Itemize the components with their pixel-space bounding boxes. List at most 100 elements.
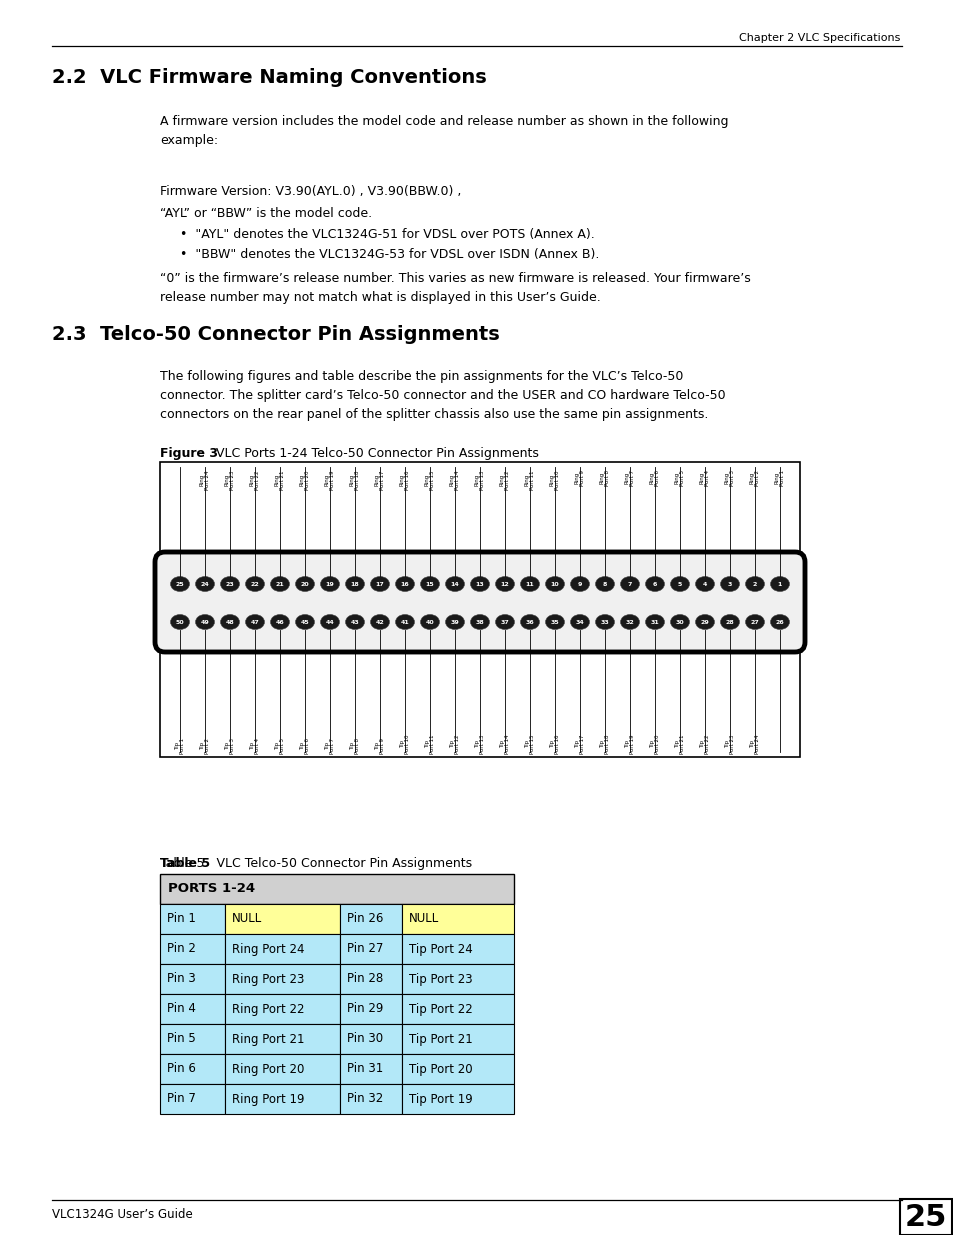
Text: Pin 32: Pin 32 bbox=[347, 1093, 383, 1105]
Ellipse shape bbox=[271, 577, 289, 592]
Text: Pin 1: Pin 1 bbox=[167, 913, 195, 925]
Bar bbox=[225, 904, 339, 934]
Bar bbox=[339, 1053, 401, 1084]
Ellipse shape bbox=[670, 615, 689, 630]
Text: Pin 28: Pin 28 bbox=[347, 972, 383, 986]
Text: 19: 19 bbox=[325, 582, 334, 587]
Ellipse shape bbox=[220, 615, 239, 630]
Bar bbox=[339, 965, 401, 994]
Ellipse shape bbox=[670, 577, 689, 592]
Text: Tip
Port 7: Tip Port 7 bbox=[324, 739, 335, 755]
Text: 7: 7 bbox=[627, 582, 632, 587]
Ellipse shape bbox=[645, 615, 664, 630]
Text: Ring
Port 16: Ring Port 16 bbox=[399, 471, 410, 489]
Ellipse shape bbox=[245, 577, 264, 592]
Text: Pin 26: Pin 26 bbox=[347, 913, 383, 925]
Text: Table 5   VLC Telco-50 Connector Pin Assignments: Table 5 VLC Telco-50 Connector Pin Assig… bbox=[160, 857, 472, 869]
Bar bbox=[339, 994, 401, 1024]
Ellipse shape bbox=[395, 615, 414, 630]
Bar bbox=[339, 904, 401, 934]
Text: Ring
Port 13: Ring Port 13 bbox=[474, 471, 485, 489]
Text: Tip Port 24: Tip Port 24 bbox=[409, 942, 473, 956]
Ellipse shape bbox=[645, 577, 664, 592]
Text: Ring
Port 5: Ring Port 5 bbox=[674, 471, 684, 487]
Text: 49: 49 bbox=[200, 620, 209, 625]
Ellipse shape bbox=[295, 577, 314, 592]
Text: “AYL” or “BBW” is the model code.: “AYL” or “BBW” is the model code. bbox=[160, 207, 372, 220]
Text: Ring
Port 21: Ring Port 21 bbox=[274, 471, 285, 489]
Text: 47: 47 bbox=[251, 620, 259, 625]
Ellipse shape bbox=[570, 577, 589, 592]
Text: Ring
Port 14: Ring Port 14 bbox=[449, 471, 460, 489]
Ellipse shape bbox=[770, 615, 789, 630]
Text: Ring
Port 1: Ring Port 1 bbox=[774, 471, 784, 487]
Bar bbox=[401, 1024, 514, 1053]
Text: Ring Port 24: Ring Port 24 bbox=[232, 942, 304, 956]
Text: VLC Ports 1-24 Telco-50 Connector Pin Assignments: VLC Ports 1-24 Telco-50 Connector Pin As… bbox=[204, 447, 538, 459]
Text: Ring
Port 9: Ring Port 9 bbox=[574, 471, 585, 487]
Text: Tip
Port 23: Tip Port 23 bbox=[724, 735, 735, 755]
Text: Ring
Port 19: Ring Port 19 bbox=[324, 471, 335, 489]
Bar bbox=[401, 1053, 514, 1084]
Text: Tip
Port 13: Tip Port 13 bbox=[474, 735, 485, 755]
Text: 43: 43 bbox=[351, 620, 359, 625]
Text: Ring Port 22: Ring Port 22 bbox=[232, 1003, 304, 1015]
Text: 44: 44 bbox=[325, 620, 334, 625]
Text: Pin 2: Pin 2 bbox=[167, 942, 195, 956]
Text: 2.3  Telco-50 Connector Pin Assignments: 2.3 Telco-50 Connector Pin Assignments bbox=[52, 325, 499, 345]
Ellipse shape bbox=[445, 577, 464, 592]
Bar bbox=[160, 965, 225, 994]
Text: Ring
Port 11: Ring Port 11 bbox=[524, 471, 535, 489]
Bar bbox=[339, 934, 401, 965]
Ellipse shape bbox=[744, 577, 763, 592]
Bar bbox=[160, 462, 800, 757]
Ellipse shape bbox=[345, 577, 364, 592]
Text: Ring Port 23: Ring Port 23 bbox=[232, 972, 304, 986]
Text: Figure 3: Figure 3 bbox=[160, 447, 218, 459]
Text: Pin 27: Pin 27 bbox=[347, 942, 383, 956]
Bar bbox=[160, 1024, 225, 1053]
Text: Ring
Port 20: Ring Port 20 bbox=[299, 471, 310, 489]
Text: Tip
Port 1: Tip Port 1 bbox=[174, 739, 185, 755]
Bar bbox=[401, 904, 514, 934]
Text: Firmware Version: V3.90(AYL.0) , V3.90(BBW.0) ,: Firmware Version: V3.90(AYL.0) , V3.90(B… bbox=[160, 185, 461, 198]
Text: Ring Port 20: Ring Port 20 bbox=[232, 1062, 304, 1076]
Bar bbox=[401, 1084, 514, 1114]
Bar bbox=[225, 994, 339, 1024]
Text: Tip
Port 24: Tip Port 24 bbox=[749, 735, 760, 755]
Ellipse shape bbox=[171, 577, 190, 592]
Text: Tip
Port 6: Tip Port 6 bbox=[299, 739, 310, 755]
Text: 13: 13 bbox=[476, 582, 484, 587]
Text: 6: 6 bbox=[652, 582, 657, 587]
Bar bbox=[899, 1199, 951, 1235]
Bar bbox=[160, 1084, 225, 1114]
Text: Ring
Port 3: Ring Port 3 bbox=[724, 471, 735, 487]
Text: Ring
Port 22: Ring Port 22 bbox=[250, 471, 260, 489]
Bar bbox=[339, 1084, 401, 1114]
Text: Tip
Port 15: Tip Port 15 bbox=[524, 735, 535, 755]
Ellipse shape bbox=[595, 615, 614, 630]
Text: Tip
Port 9: Tip Port 9 bbox=[375, 739, 385, 755]
Bar bbox=[160, 934, 225, 965]
Ellipse shape bbox=[320, 577, 339, 592]
Text: 15: 15 bbox=[425, 582, 434, 587]
Text: The following figures and table describe the pin assignments for the VLC’s Telco: The following figures and table describe… bbox=[160, 370, 725, 421]
Text: 11: 11 bbox=[525, 582, 534, 587]
Bar bbox=[160, 1053, 225, 1084]
Text: 50: 50 bbox=[175, 620, 184, 625]
Ellipse shape bbox=[470, 577, 489, 592]
Ellipse shape bbox=[619, 615, 639, 630]
Text: 35: 35 bbox=[550, 620, 558, 625]
Text: •  "BBW" denotes the VLC1324G-53 for VDSL over ISDN (Annex B).: • "BBW" denotes the VLC1324G-53 for VDSL… bbox=[172, 248, 598, 261]
Text: 8: 8 bbox=[602, 582, 606, 587]
Ellipse shape bbox=[345, 615, 364, 630]
Text: Pin 31: Pin 31 bbox=[347, 1062, 383, 1076]
Text: Tip
Port 8: Tip Port 8 bbox=[349, 739, 360, 755]
Ellipse shape bbox=[295, 615, 314, 630]
Text: 32: 32 bbox=[625, 620, 634, 625]
Text: Tip
Port 18: Tip Port 18 bbox=[599, 735, 610, 755]
Text: Ring
Port 17: Ring Port 17 bbox=[375, 471, 385, 489]
Text: 9: 9 bbox=[578, 582, 581, 587]
Text: “0” is the firmware’s release number. This varies as new firmware is released. Y: “0” is the firmware’s release number. Th… bbox=[160, 272, 750, 304]
Text: 20: 20 bbox=[300, 582, 309, 587]
